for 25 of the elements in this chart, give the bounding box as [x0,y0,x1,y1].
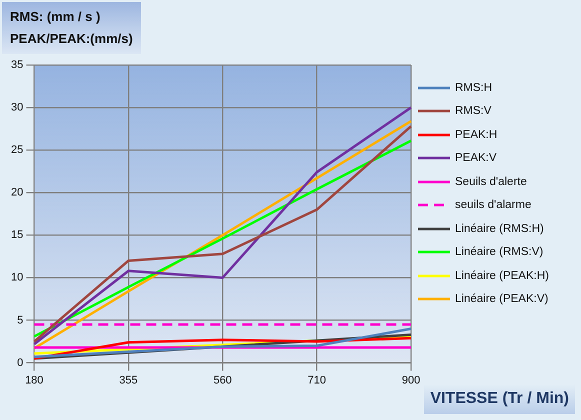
y-tick-label: 20 [10,186,24,199]
legend-label: Seuils d'alerte [455,176,527,188]
y-tick-label: 30 [10,102,24,114]
x-axis-title: VITESSE (Tr / Min) [424,384,575,414]
legend-label: seuils d'alarme [455,199,532,212]
legend-label: Linéaire (PEAK:H) [455,270,549,282]
legend-label: RMS:H [455,82,492,94]
y-tick-label: 0 [17,356,24,369]
y-tick-label: 25 [10,144,24,156]
x-tick-label: 560 [213,374,232,386]
x-tick-label: 180 [25,374,44,386]
y-tick-label: 5 [17,314,24,326]
x-tick-label: 355 [119,374,138,386]
x-tick-label: 710 [308,374,326,386]
y-tick-label: 10 [10,272,24,284]
y-tick-label: 15 [10,229,24,242]
legend-label: Linéaire (RMS:V) [455,246,544,258]
x-tick-label: 900 [402,374,420,386]
y-axis-title: RMS: (mm / s ) PEAK/PEAK:(mm/s) [2,2,141,54]
legend-label: Linéaire (RMS:H) [455,222,544,235]
legend-label: Linéaire (PEAK:V) [455,293,548,306]
legend-label: PEAK:H [455,128,498,141]
y-tick-label: 35 [10,59,24,72]
legend-label: PEAK:V [455,152,497,164]
legend-label: RMS:V [455,105,492,118]
